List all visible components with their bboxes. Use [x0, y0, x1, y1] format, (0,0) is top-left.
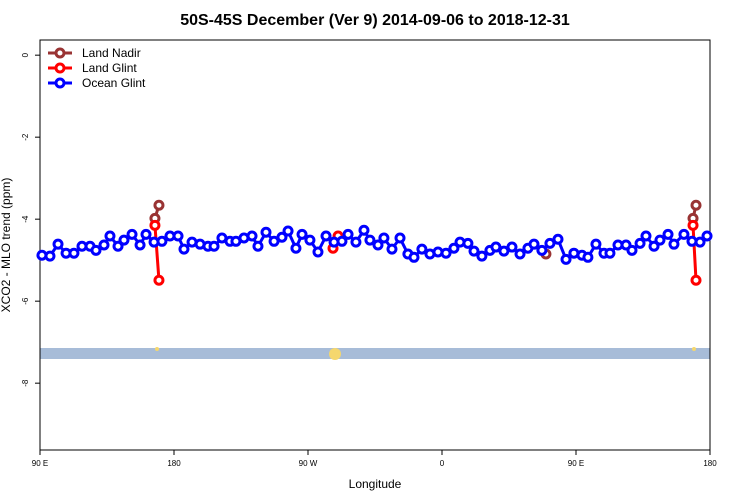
x-tick-label: 90 E — [32, 459, 48, 468]
point — [536, 244, 548, 256]
point — [90, 244, 102, 256]
x-tick-label: 180 — [167, 459, 181, 468]
point — [468, 245, 480, 257]
point — [268, 235, 280, 247]
point — [320, 230, 332, 242]
point — [394, 232, 406, 244]
legend-label: Ocean Glint — [82, 76, 146, 90]
point — [604, 247, 616, 259]
land-spot — [692, 347, 696, 351]
point — [156, 235, 168, 247]
point — [44, 250, 56, 262]
x-tick-label: 0 — [440, 459, 445, 468]
point — [52, 238, 64, 250]
point — [582, 251, 594, 263]
point — [506, 241, 518, 253]
legend-label: Land Glint — [82, 61, 137, 75]
land-band — [40, 348, 710, 359]
point — [378, 232, 390, 244]
y-tick-label: -4 — [21, 215, 30, 223]
point — [687, 219, 699, 231]
point — [276, 231, 288, 243]
y-tick-label: 0 — [21, 52, 30, 57]
point — [296, 228, 308, 240]
point — [260, 226, 272, 238]
point — [662, 228, 674, 240]
point — [386, 243, 398, 255]
plot-frame — [39, 39, 711, 451]
point — [640, 230, 652, 242]
chart-title: 50S-45S December (Ver 9) 2014-09-06 to 2… — [180, 12, 570, 29]
legend-marker — [54, 62, 66, 74]
point — [149, 219, 161, 231]
point — [590, 238, 602, 250]
point — [350, 236, 362, 248]
point — [416, 243, 428, 255]
point — [690, 274, 702, 286]
legend-label: Land Nadir — [82, 46, 141, 60]
point — [694, 236, 706, 248]
x-tick-label: 90 E — [568, 459, 584, 468]
point — [654, 234, 666, 246]
point — [678, 228, 690, 240]
point — [552, 233, 564, 245]
point — [126, 228, 138, 240]
point — [701, 230, 713, 242]
land-spot — [329, 348, 341, 360]
point — [372, 239, 384, 251]
x-tick-label: 180 — [703, 459, 717, 468]
point — [282, 225, 294, 237]
point — [358, 224, 370, 236]
y-tick-label: -8 — [21, 379, 30, 387]
point — [98, 239, 110, 251]
point — [172, 230, 184, 242]
point — [690, 199, 702, 211]
point — [364, 234, 376, 246]
point — [208, 240, 220, 252]
point — [104, 230, 116, 242]
point — [528, 238, 540, 250]
point — [626, 244, 638, 256]
point — [342, 228, 354, 240]
point — [668, 238, 680, 250]
point — [140, 228, 152, 240]
point — [118, 234, 130, 246]
point — [498, 245, 510, 257]
point — [514, 248, 526, 260]
x-tick-label: 90 W — [299, 459, 318, 468]
x-axis-label: Longitude — [349, 477, 402, 491]
point — [246, 230, 258, 242]
point — [448, 242, 460, 254]
point — [153, 199, 165, 211]
point — [178, 243, 190, 255]
point — [544, 237, 556, 249]
point — [290, 242, 302, 254]
legend-marker — [54, 47, 66, 59]
point — [462, 237, 474, 249]
point — [408, 251, 420, 263]
point — [312, 246, 324, 258]
series-line — [153, 204, 698, 219]
y-tick-label: -6 — [21, 297, 30, 305]
point — [134, 239, 146, 251]
point — [560, 253, 572, 265]
point — [252, 240, 264, 252]
point — [440, 247, 452, 259]
y-tick-label: -2 — [21, 133, 30, 141]
y-axis-label: XCO2 - MLO trend (ppm) — [0, 178, 13, 313]
point — [648, 240, 660, 252]
point — [112, 240, 124, 252]
point — [634, 237, 646, 249]
legend-marker — [54, 77, 66, 89]
point — [304, 234, 316, 246]
point — [153, 274, 165, 286]
land-spot — [155, 347, 159, 351]
point — [490, 241, 502, 253]
point — [336, 235, 348, 247]
point — [68, 247, 80, 259]
point — [476, 250, 488, 262]
